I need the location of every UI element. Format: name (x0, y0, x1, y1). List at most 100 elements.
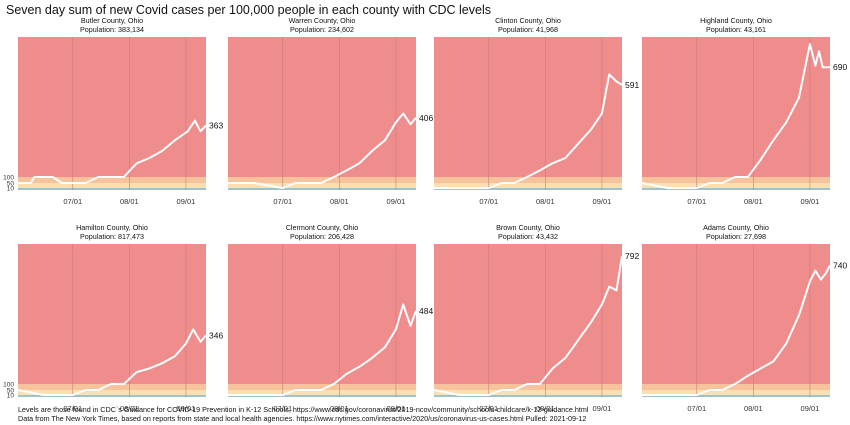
cdc-band-moderate (18, 390, 206, 395)
footer-line-2: Data from The New York Times, based on r… (18, 414, 587, 423)
cdc-band-high (434, 37, 622, 177)
cdc-band-low (228, 188, 416, 190)
x-tick-label: 07/01 (273, 197, 292, 206)
chart-panel: 07/01 08/01 09/01 Brown County, OhioPopulat… (433, 223, 639, 413)
x-tick-label: 07/01 (687, 197, 706, 206)
x-tick-label: 09/01 (801, 404, 820, 413)
cdc-band-high (228, 37, 416, 177)
panel-population: Population: 41,968 (498, 25, 558, 34)
cdc-band-moderate (228, 390, 416, 395)
footer-line-1: Levels are those found in CDC`s Guidance… (18, 405, 589, 414)
panel-county-title: Clermont County, Ohio (286, 223, 359, 232)
series-line (641, 43, 830, 189)
x-tick-label: 07/01 (63, 197, 82, 206)
cdc-band-substantial (18, 384, 206, 390)
panel-county-title: Warren County, Ohio (289, 16, 356, 25)
cdc-band-moderate (228, 183, 416, 188)
cdc-band-high (434, 244, 622, 384)
y-tick-label: 10 (7, 186, 15, 193)
panel-population: Population: 43,432 (498, 232, 558, 241)
cdc-band-low (18, 188, 206, 190)
x-tick-label: 09/01 (593, 404, 612, 413)
series-line (433, 255, 623, 396)
last-value-label: 690 (833, 62, 847, 72)
x-tick-label: 07/01 (479, 197, 498, 206)
panel-population: Population: 27,698 (706, 232, 766, 241)
panel-county-title: Butler County, Ohio (81, 16, 143, 25)
cdc-band-high (642, 244, 830, 384)
footer-notes: Levels are those found in CDC`s Guidance… (18, 405, 588, 423)
chart-panel: 07/01 08/01 09/01 Adams County, OhioPopulat… (642, 223, 847, 413)
cdc-band-substantial (642, 177, 830, 183)
cdc-band-substantial (18, 177, 206, 183)
panel-population: Population: 43,161 (706, 25, 766, 34)
series-line (228, 303, 417, 396)
last-value-label: 406 (419, 113, 433, 123)
chart-panel: 07/01 08/01 09/01 Clinton County, OhioPopul… (434, 16, 639, 206)
panel-population: Population: 234,602 (290, 25, 354, 34)
x-tick-label: 08/01 (744, 404, 763, 413)
x-tick-label: 09/01 (387, 197, 406, 206)
y-tick-label: 10 (7, 393, 15, 400)
last-value-label: 792 (625, 251, 639, 261)
cdc-band-moderate (434, 390, 622, 395)
cdc-band-low (18, 395, 206, 397)
x-tick-label: 08/01 (536, 197, 555, 206)
last-value-label: 363 (209, 120, 223, 130)
cdc-band-substantial (434, 177, 622, 183)
x-tick-label: 09/01 (593, 197, 612, 206)
cdc-band-high (18, 37, 206, 177)
chart-panel: 07/01 08/01 09/01 Highland County, OhioPopu… (641, 16, 847, 206)
cdc-band-low (228, 395, 416, 397)
cdc-band-moderate (642, 390, 830, 395)
panel-county-title: Hamilton County, Ohio (76, 223, 148, 232)
panel-population: Population: 817,473 (80, 232, 144, 241)
y-tick-label: 100 (3, 382, 14, 389)
last-value-label: 346 (209, 330, 223, 340)
x-tick-label: 09/01 (177, 197, 196, 206)
x-tick-label: 09/01 (387, 404, 406, 413)
chart-panel: 07/01 08/01 09/01 Clermont County, OhioPopu… (228, 223, 433, 413)
cdc-band-low (434, 395, 622, 397)
x-tick-label: 08/01 (330, 404, 349, 413)
panel-county-title: Highland County, Ohio (700, 16, 772, 25)
cdc-band-moderate (434, 183, 622, 188)
cdc-band-high (228, 244, 416, 384)
series-line (434, 73, 623, 189)
chart-panel: 07/01 08/01 09/01 Warren County, OhioPopula… (228, 16, 433, 206)
x-tick-label: 08/01 (120, 197, 139, 206)
cdc-band-low (434, 188, 622, 190)
cdc-band-moderate (642, 183, 830, 188)
x-tick-label: 07/01 (273, 404, 292, 413)
last-value-label: 484 (419, 306, 433, 316)
panel-county-title: Brown County, Ohio (496, 223, 560, 232)
cdc-band-substantial (228, 177, 416, 183)
series-line (17, 328, 207, 396)
x-tick-label: 08/01 (536, 404, 555, 413)
x-tick-label: 09/01 (177, 404, 196, 413)
x-tick-label: 08/01 (744, 197, 763, 206)
panel-population: Population: 206,428 (290, 232, 354, 241)
panel-population: Population: 383,134 (80, 25, 144, 34)
y-tick-label: 100 (3, 175, 14, 182)
cdc-band-low (642, 395, 830, 397)
x-tick-label: 07/01 (479, 404, 498, 413)
series-line (18, 119, 207, 184)
x-tick-label: 08/01 (330, 197, 349, 206)
x-tick-label: 09/01 (801, 197, 820, 206)
cdc-band-moderate (18, 183, 206, 188)
x-tick-label: 07/01 (687, 404, 706, 413)
series-line (228, 112, 417, 189)
y-tick-label: 50 (7, 181, 15, 188)
y-tick-label: 50 (7, 388, 15, 395)
cdc-band-substantial (434, 384, 622, 390)
panel-county-title: Clinton County, Ohio (495, 16, 561, 25)
cdc-band-substantial (228, 384, 416, 390)
last-value-label: 591 (625, 80, 639, 90)
cdc-band-high (642, 37, 830, 177)
cdc-band-low (642, 188, 830, 190)
cdc-band-high (18, 244, 206, 384)
